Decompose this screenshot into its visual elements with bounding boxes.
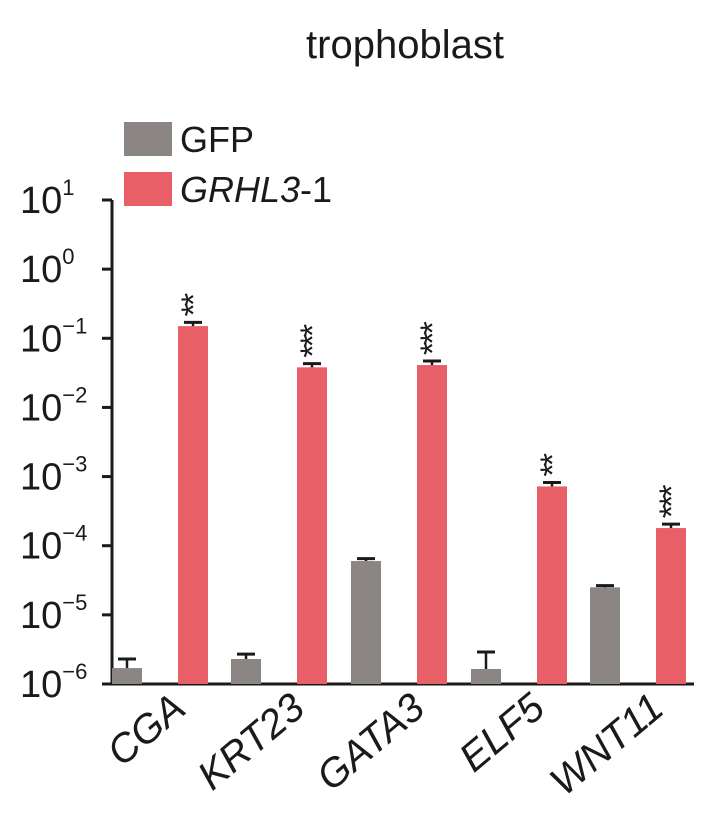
plot-area: 10110010−110−210−310−410−510−6**CGA***KR…: [20, 175, 694, 804]
bar-grhl3-1-krt23: [297, 367, 327, 684]
y-tick-label: 101: [20, 175, 75, 222]
legend: GFP GRHL3-1: [124, 119, 332, 210]
y-tick-exponent: −2: [62, 382, 87, 407]
significance-label: **: [534, 453, 572, 476]
legend-label-gfp: GFP: [180, 119, 254, 160]
y-tick-exponent: −5: [62, 590, 87, 615]
legend-label-grhl3-italic: GRHL3: [180, 169, 300, 210]
bar-gfp-wnt11: [590, 587, 620, 684]
y-tick-exponent: −1: [62, 313, 87, 338]
bar-grhl3-1-gata3: [417, 365, 447, 684]
legend-swatch-gfp: [124, 122, 172, 156]
y-tick-label: 10−2: [20, 382, 87, 429]
significance-label: ***: [294, 324, 332, 357]
y-tick-exponent: 1: [62, 175, 74, 200]
significance-label: ***: [653, 485, 691, 518]
bar-grhl3-1-elf5: [537, 486, 567, 684]
bar-gfp-gata3: [351, 561, 381, 684]
legend-label-grhl3-suffix: -1: [300, 169, 332, 210]
bar-gfp-cga: [112, 668, 142, 684]
y-tick-exponent: −3: [62, 452, 87, 477]
legend-label-grhl3: GRHL3-1: [180, 169, 332, 210]
y-tick-label: 10−4: [20, 521, 87, 568]
y-tick-exponent: 0: [62, 244, 74, 269]
x-tick-label: CGA: [99, 685, 194, 774]
x-tick-label: KRT23: [190, 685, 313, 798]
y-tick-label: 10−6: [20, 659, 87, 706]
y-tick-exponent: −6: [62, 659, 87, 684]
bar-gfp-elf5: [471, 668, 501, 684]
x-tick-label: GATA3: [309, 685, 433, 799]
y-tick-label: 100: [20, 244, 75, 291]
bar-gfp-krt23: [231, 658, 261, 684]
chart-title: trophoblast: [306, 23, 504, 67]
bar-grhl3-1-wnt11: [656, 528, 686, 684]
x-tick-label: ELF5: [451, 685, 553, 781]
significance-label: **: [175, 293, 213, 316]
y-tick-label: 10−1: [20, 313, 87, 360]
y-tick-label: 10−3: [20, 452, 87, 499]
significance-label: ***: [414, 321, 452, 354]
y-tick-label: 10−5: [20, 590, 87, 637]
bar-grhl3-1-cga: [178, 326, 208, 684]
x-tick-label: WNT11: [542, 685, 672, 804]
legend-swatch-grhl3: [124, 172, 172, 206]
y-tick-exponent: −4: [62, 521, 87, 546]
